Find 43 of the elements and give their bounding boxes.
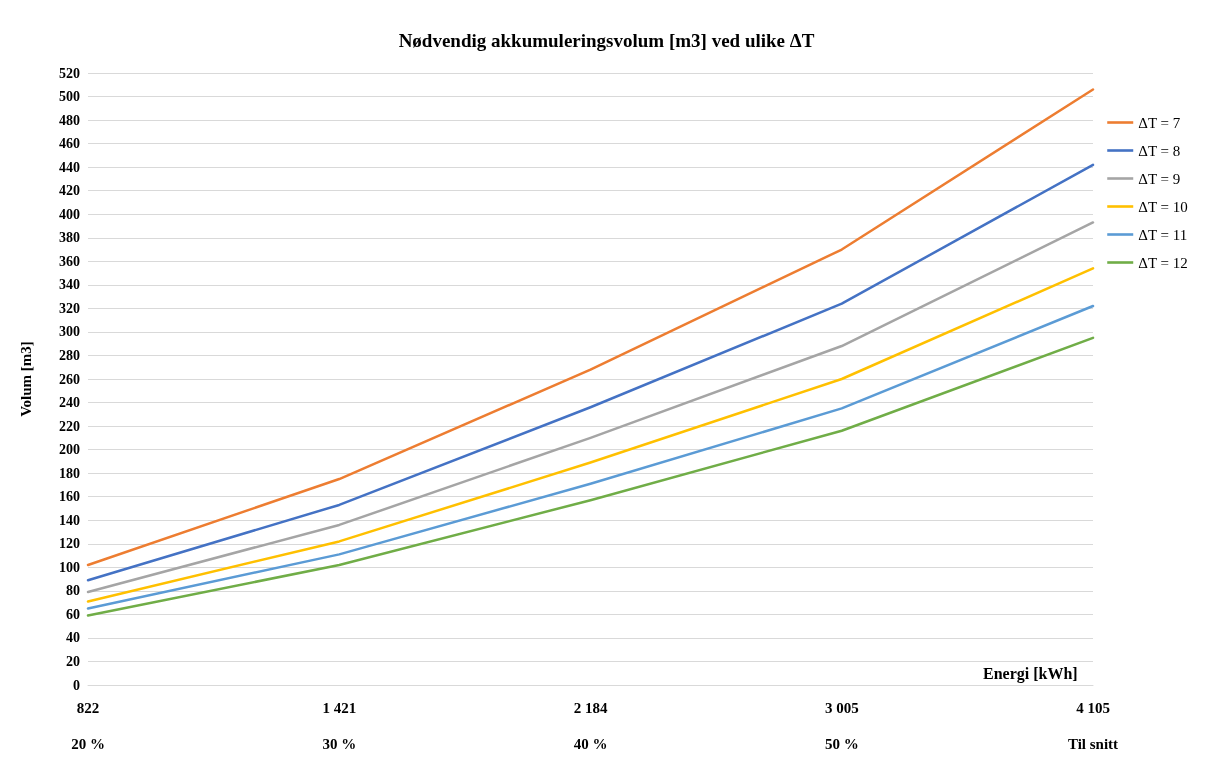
y-tick-label: 180 (59, 465, 80, 481)
category-label: 3 005 50 % (824, 700, 859, 752)
y-tick-label: 280 (59, 347, 80, 363)
y-tick-label: 360 (59, 253, 80, 269)
legend-label: ΔT = 8 (1138, 142, 1181, 159)
y-tick-label: 120 (59, 536, 80, 552)
y-tick-label: 240 (59, 395, 80, 411)
category-label: 822 20 % (71, 700, 105, 752)
line-series (86, 163, 1095, 582)
category-label: 1 421 30 % (322, 700, 357, 752)
y-tick-label: 80 (66, 583, 80, 599)
y-tick-label: 0 (73, 677, 80, 693)
y-tick-label: 460 (59, 136, 80, 152)
legend-label: ΔT = 9 (1138, 170, 1181, 187)
y-tick-label: 160 (59, 489, 80, 505)
y-tick-label: 260 (59, 371, 80, 387)
y-tick-label: 40 (66, 630, 80, 646)
y-tick-label: 420 (59, 183, 80, 199)
y-tick-label: 340 (59, 277, 80, 293)
y-tick-label: 200 (59, 442, 80, 458)
legend-label: ΔT = 12 (1138, 254, 1188, 271)
line-series (86, 88, 1095, 567)
y-tick-label: 60 (66, 606, 80, 622)
y-tick-label: 320 (59, 300, 80, 316)
y-axis-title: Volum [m3] (17, 341, 34, 417)
y-tick-label: 520 (59, 65, 80, 81)
y-tick-label: 380 (59, 230, 80, 246)
x-axis-title: Energi [kWh] (983, 664, 1078, 683)
y-tick-label: 440 (59, 159, 80, 175)
y-tick-label: 300 (59, 324, 80, 340)
y-tick-label: 400 (59, 206, 80, 222)
legend-label: ΔT = 11 (1138, 226, 1188, 243)
chart-title: Nødvendig akkumuleringsvolum [m3] ved ulike ΔT (398, 30, 815, 51)
y-tick-label: 500 (59, 89, 80, 105)
y-tick-label: 20 (66, 653, 80, 669)
legend-label: ΔT = 7 (1138, 114, 1181, 131)
legend-label: ΔT = 10 (1138, 198, 1188, 215)
category-label: 4 105 Til snitt (1067, 700, 1119, 752)
y-tick-label: 100 (59, 559, 80, 575)
y-tick-label: 220 (59, 418, 80, 434)
category-label: 2 184 40 % (573, 700, 608, 752)
y-tick-label: 480 (59, 112, 80, 128)
y-tick-label: 140 (59, 512, 80, 528)
